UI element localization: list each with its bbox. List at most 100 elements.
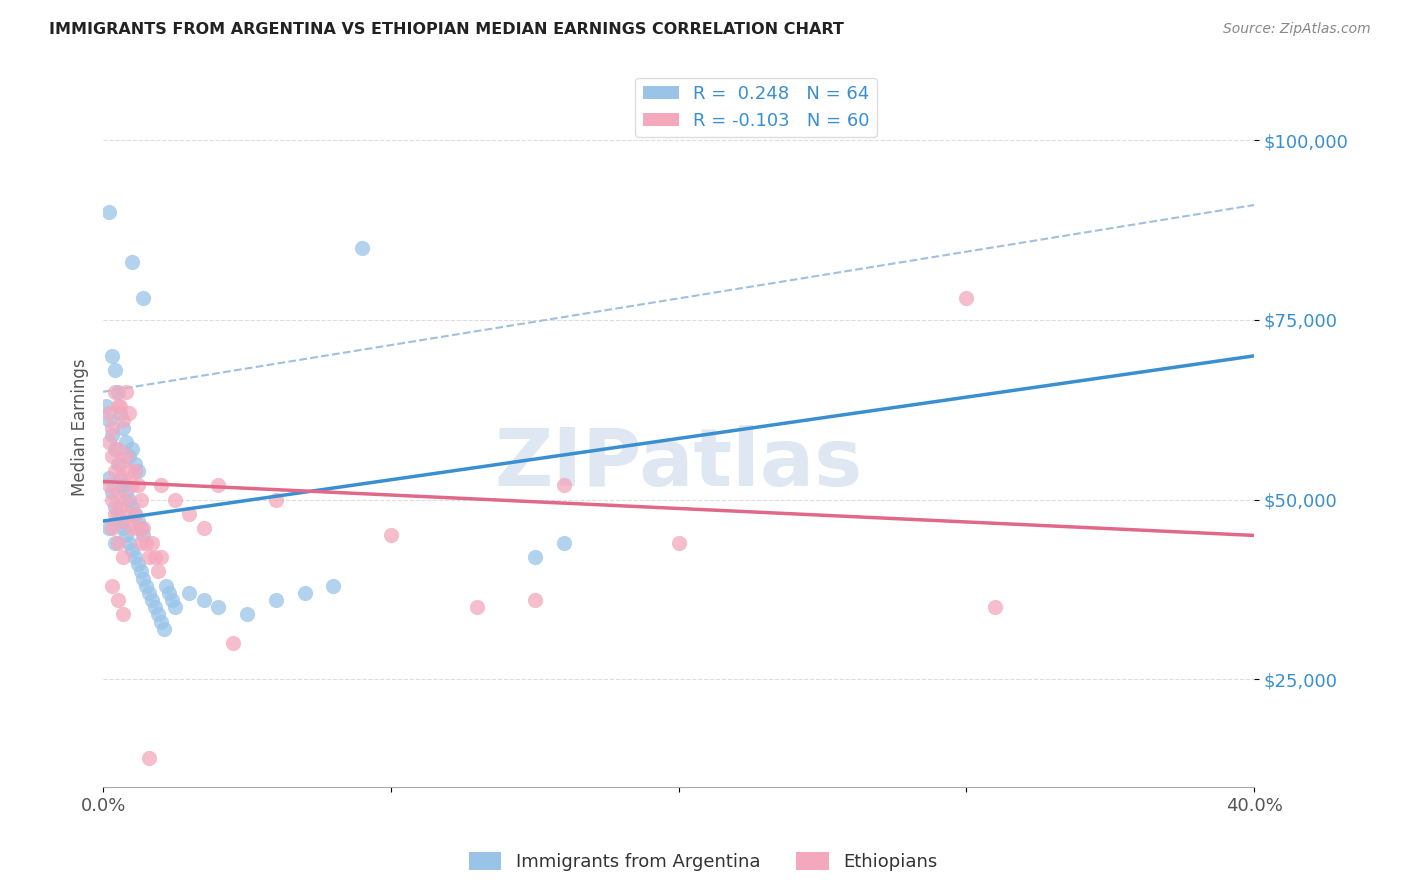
Point [193, 593, 215, 607]
Point [155, 579, 177, 593]
Point [107, 442, 129, 457]
Point [118, 492, 141, 507]
Point [129, 492, 152, 507]
Point [465, 600, 488, 615]
Point [141, 593, 163, 607]
Point [112, 413, 135, 427]
Point [100, 349, 122, 363]
Point [352, 241, 374, 255]
Point [118, 464, 141, 478]
Point [160, 593, 183, 607]
Point [107, 593, 129, 607]
Point [115, 485, 138, 500]
Point [104, 535, 127, 549]
Point [124, 507, 146, 521]
Point [112, 549, 135, 564]
Point [115, 450, 138, 464]
Point [104, 500, 127, 514]
Point [149, 478, 172, 492]
Point [138, 751, 160, 765]
Point [668, 535, 690, 549]
Point [121, 542, 143, 557]
Point [110, 471, 132, 485]
Point [118, 535, 141, 549]
Point [179, 586, 201, 600]
Point [110, 500, 132, 514]
Point [107, 457, 129, 471]
Point [100, 428, 122, 442]
Point [124, 549, 146, 564]
Point [118, 507, 141, 521]
Point [146, 565, 169, 579]
Point [112, 607, 135, 622]
Point [97, 435, 120, 450]
Point [121, 255, 143, 269]
Point [115, 492, 138, 507]
Point [143, 600, 166, 615]
Point [112, 471, 135, 485]
Y-axis label: Median Earnings: Median Earnings [72, 359, 89, 497]
Point [121, 521, 143, 535]
Point [97, 406, 120, 420]
Point [129, 521, 152, 535]
Point [193, 521, 215, 535]
Point [141, 535, 163, 549]
Text: ZIPatlas: ZIPatlas [495, 425, 863, 502]
Point [104, 384, 127, 399]
Point [112, 514, 135, 528]
Legend: R =  0.248   N = 64, R = -0.103   N = 60: R = 0.248 N = 64, R = -0.103 N = 60 [636, 78, 877, 137]
Text: IMMIGRANTS FROM ARGENTINA VS ETHIOPIAN MEDIAN EARNINGS CORRELATION CHART: IMMIGRANTS FROM ARGENTINA VS ETHIOPIAN M… [49, 22, 844, 37]
Point [97, 413, 120, 427]
Text: Source: ZipAtlas.com: Source: ZipAtlas.com [1223, 22, 1371, 37]
Point [553, 535, 575, 549]
Point [129, 565, 152, 579]
Point [121, 442, 143, 457]
Point [100, 492, 122, 507]
Point [207, 600, 229, 615]
Point [132, 572, 155, 586]
Point [127, 478, 149, 492]
Point [380, 528, 402, 542]
Point [110, 399, 132, 413]
Point [124, 507, 146, 521]
Point [110, 406, 132, 420]
Point [179, 507, 201, 521]
Point [132, 521, 155, 535]
Point [118, 450, 141, 464]
Point [112, 478, 135, 492]
Point [118, 406, 141, 420]
Point [121, 500, 143, 514]
Point [100, 579, 122, 593]
Point [115, 435, 138, 450]
Point [165, 600, 187, 615]
Point [115, 528, 138, 542]
Point [107, 485, 129, 500]
Point [124, 464, 146, 478]
Point [149, 615, 172, 629]
Point [100, 521, 122, 535]
Point [132, 528, 155, 542]
Point [322, 579, 344, 593]
Point [110, 514, 132, 528]
Point [294, 586, 316, 600]
Point [955, 292, 977, 306]
Point [112, 420, 135, 434]
Point [553, 478, 575, 492]
Point [207, 478, 229, 492]
Point [523, 549, 546, 564]
Point [94, 399, 117, 413]
Point [165, 492, 187, 507]
Point [132, 292, 155, 306]
Point [127, 514, 149, 528]
Legend: Immigrants from Argentina, Ethiopians: Immigrants from Argentina, Ethiopians [461, 845, 945, 879]
Point [104, 507, 127, 521]
Point [107, 507, 129, 521]
Point [138, 549, 160, 564]
Point [264, 593, 287, 607]
Point [97, 205, 120, 219]
Point [236, 607, 259, 622]
Point [221, 636, 243, 650]
Point [97, 478, 120, 492]
Point [129, 535, 152, 549]
Point [143, 549, 166, 564]
